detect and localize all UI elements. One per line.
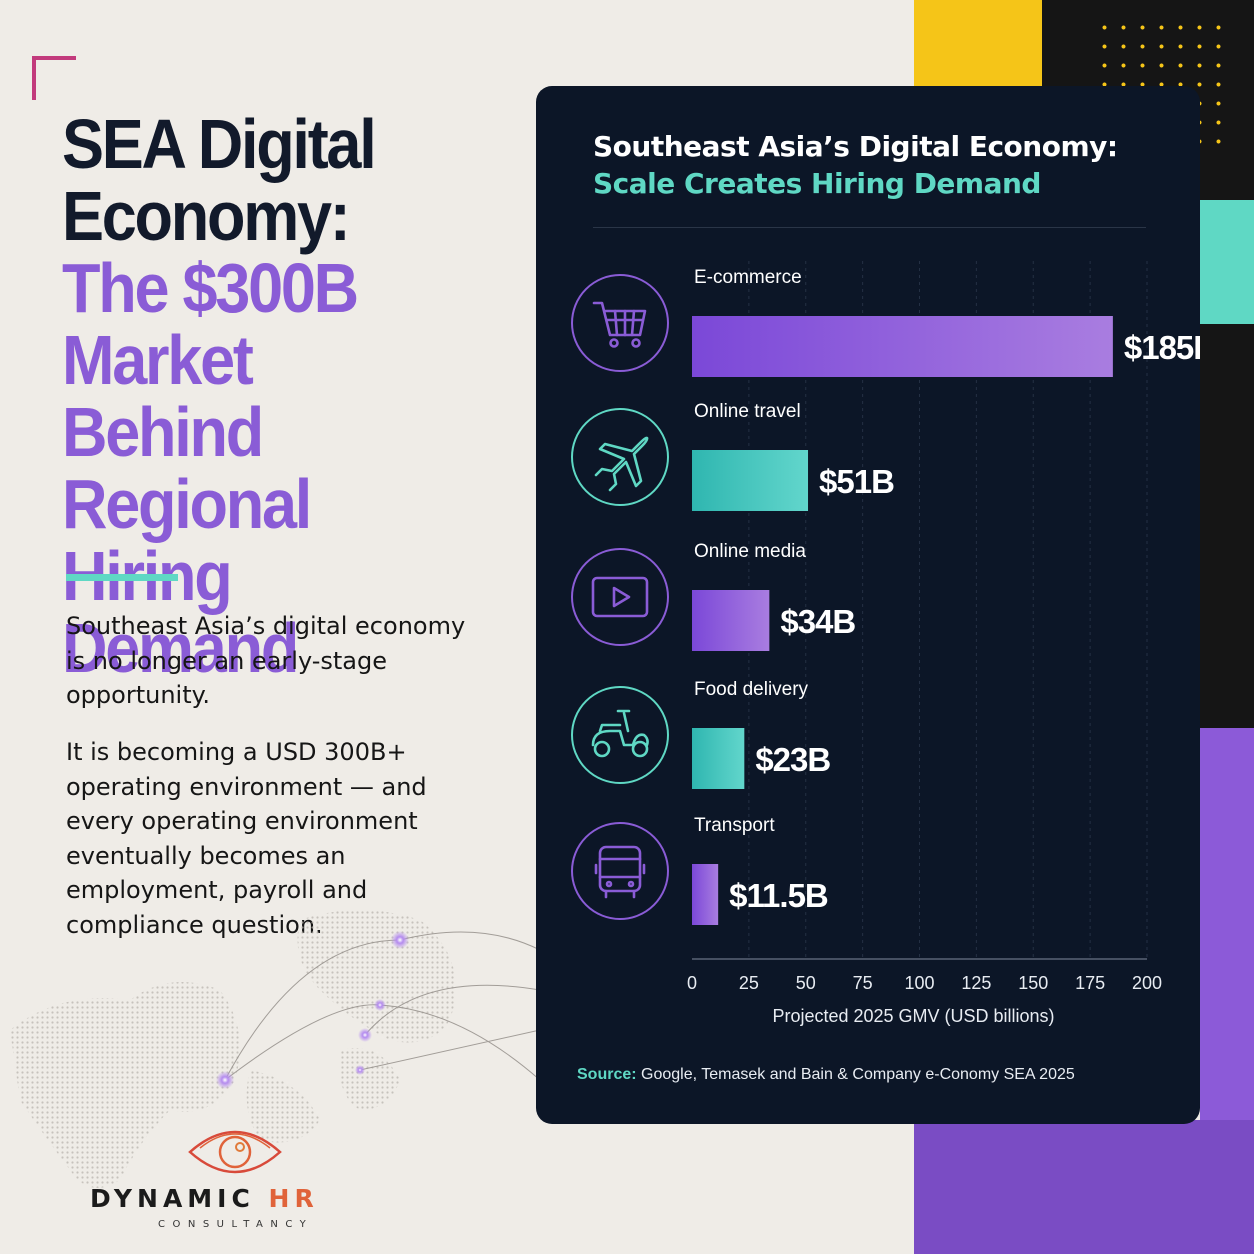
x-tick-label: 75	[853, 973, 873, 993]
shopping-cart-icon	[592, 301, 647, 348]
source-text: Google, Temasek and Bain & Company e-Con…	[636, 1066, 1075, 1083]
headline-accent-line: Regional Hiring	[62, 465, 312, 615]
x-tick-label: 100	[904, 973, 934, 993]
source-label: Source:	[577, 1066, 637, 1083]
bar-value-label: $34B	[780, 603, 855, 640]
bar-category-label: Online travel	[694, 401, 801, 422]
bar	[692, 728, 745, 789]
bar	[692, 590, 770, 651]
x-tick-label: 25	[739, 973, 759, 993]
decor-purple-block-bottom	[914, 1120, 1254, 1254]
bar-chart: 0 25 50 75 100 125 150 175 200 Projected 2025 GMV…	[571, 261, 1200, 1026]
decor-teal-block	[1200, 200, 1254, 324]
bar	[692, 316, 1113, 377]
chart-title: Southeast Asia’s Digital Economy:	[593, 130, 1118, 163]
title-divider	[593, 227, 1146, 228]
bar	[692, 450, 809, 511]
bar-value-label: $51B	[819, 463, 894, 500]
icon-ring	[571, 408, 669, 506]
icon-ring	[571, 822, 669, 920]
headline-accent-line: The $300B	[62, 249, 359, 327]
icon-ring	[571, 274, 669, 372]
world-map-illustration	[10, 910, 540, 1188]
bar-category-label: Online media	[694, 541, 806, 562]
brand-logo: DYNAMIC HR CONSULTANCY	[90, 1112, 390, 1242]
wordmark-main: DYNAMIC	[90, 1184, 269, 1213]
decor-yellow-block	[914, 0, 1042, 86]
airplane-icon	[594, 436, 649, 492]
headline-underline	[66, 574, 178, 581]
scooter-icon	[591, 709, 649, 758]
bar-value-label: $11.5B	[729, 877, 828, 914]
bar-value-label: $185B	[1124, 329, 1200, 366]
x-tick-label: 150	[1018, 973, 1048, 993]
bar-category-label: Transport	[694, 815, 775, 836]
eye-logo-icon	[188, 1130, 282, 1174]
icon-ring	[571, 686, 669, 784]
headline-line: SEA Digital	[62, 105, 377, 183]
chart-subtitle: Scale Creates Hiring Demand	[593, 167, 1041, 200]
play-video-icon	[591, 576, 649, 618]
chart-card: Southeast Asia’s Digital Economy: Scale …	[536, 86, 1200, 1124]
bus-icon	[594, 845, 646, 899]
x-tick-label: 200	[1132, 973, 1162, 993]
page-headline: SEA Digital Economy: The $300B Market Be…	[62, 108, 458, 684]
x-tick-label: 175	[1075, 973, 1105, 993]
brand-tagline: CONSULTANCY	[158, 1219, 314, 1230]
icon-ring	[571, 548, 669, 646]
source-note: Source: Google, Temasek and Bain & Compa…	[577, 1066, 1075, 1084]
x-tick-label: 0	[687, 973, 697, 993]
headline-line: Economy:	[62, 177, 351, 255]
wordmark-accent: HR	[268, 1184, 319, 1213]
corner-bracket-mark	[32, 56, 76, 100]
bar-category-label: Food delivery	[694, 679, 809, 700]
intro-paragraph: It is becoming a USD 300B+ operating env…	[66, 738, 427, 939]
x-axis-label: Projected 2025 GMV (USD billions)	[772, 1006, 1054, 1026]
brand-wordmark: DYNAMIC HR	[90, 1184, 390, 1213]
bar-value-label: $23B	[755, 741, 830, 778]
intro-paragraph: Southeast Asia’s digital economy is no l…	[66, 612, 466, 709]
bar-category-label: E-commerce	[694, 267, 802, 288]
bar	[692, 864, 719, 925]
x-tick-label: 50	[796, 973, 816, 993]
x-tick-label: 125	[961, 973, 991, 993]
headline-accent-line: Demand	[62, 609, 299, 687]
headline-accent-line: Market Behind	[62, 321, 264, 471]
